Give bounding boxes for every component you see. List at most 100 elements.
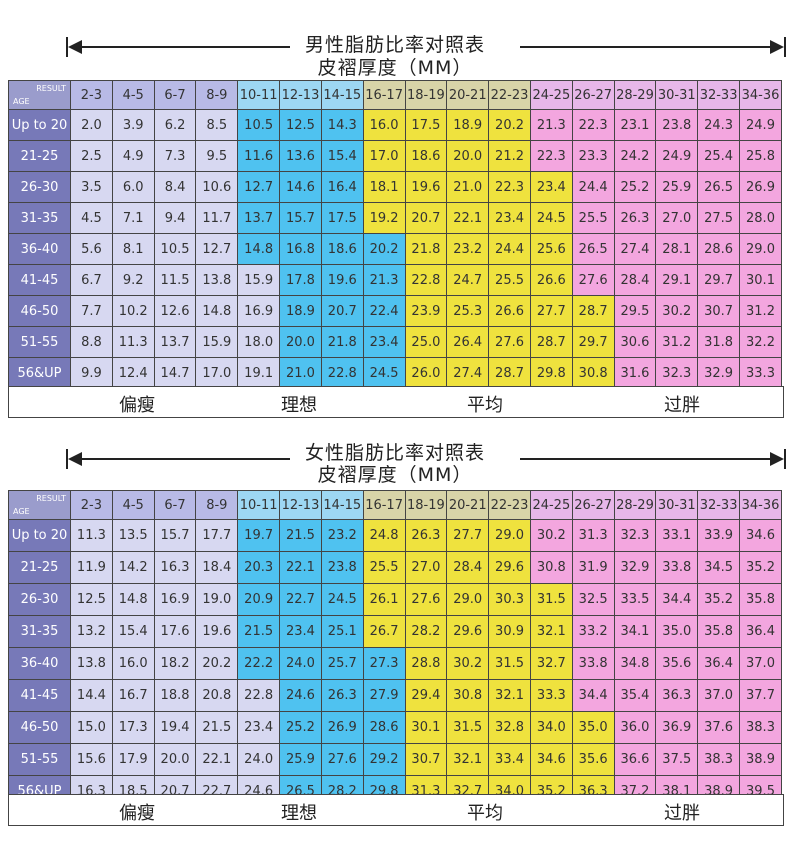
table-cell: 32.1 <box>446 743 490 776</box>
table-cell: 29.0 <box>488 519 531 552</box>
table-cell: 14.2 <box>111 551 155 584</box>
age-label: 56&UP <box>8 357 71 389</box>
table-cell: 26.6 <box>488 295 531 327</box>
corner-result-label: RESULT <box>36 84 66 93</box>
corner-age-label: AGE <box>13 507 30 516</box>
table-cell: 35.6 <box>571 743 615 776</box>
table-cell: 17.0 <box>362 140 406 172</box>
column-header: 12-13 <box>279 490 322 520</box>
table-cell: 28.7 <box>488 357 531 389</box>
table-cell: 38.3 <box>739 711 782 744</box>
table-cell: 20.2 <box>195 647 239 680</box>
table-cell: 34.4 <box>655 583 699 616</box>
table-cell: 36.0 <box>613 711 657 744</box>
table-row: 46-50 15.0 17.3 19.4 21.5 23.4 25.2 26.9 28.6 30.… <box>8 711 782 744</box>
table-cell: 32.1 <box>488 679 531 712</box>
table-cell: 31.5 <box>529 583 573 616</box>
legend-overweight: 过胖 <box>664 395 700 416</box>
table-cell: 22.8 <box>404 264 448 296</box>
table-cell: 13.8 <box>70 647 113 680</box>
corner-age-label: AGE <box>13 97 30 106</box>
age-label: 51-55 <box>8 326 71 358</box>
age-label: 31-35 <box>8 615 71 648</box>
table-cell: 36.9 <box>655 711 699 744</box>
table-row: 51-55 8.8 11.3 13.7 15.9 18.0 20.0 21.8 23.4 25.0… <box>8 326 782 358</box>
female-legend: 偏瘦 理想 平均 过胖 <box>8 794 784 826</box>
table-cell: 30.8 <box>571 357 615 389</box>
column-header: 10-11 <box>237 490 281 520</box>
table-cell: 34.6 <box>529 743 573 776</box>
column-header: 28-29 <box>613 490 657 520</box>
table-cell: 18.9 <box>279 295 322 327</box>
table-cell: 15.7 <box>153 519 197 552</box>
column-header: 8-9 <box>195 80 239 110</box>
table-cell: 34.6 <box>739 519 782 552</box>
table-cell: 3.5 <box>70 171 113 203</box>
table-cell: 20.2 <box>362 233 406 265</box>
column-header: 10-11 <box>237 80 281 110</box>
table-cell: 37.6 <box>697 711 740 744</box>
table-cell: 27.6 <box>404 583 448 616</box>
table-cell: 30.7 <box>404 743 448 776</box>
table-cell: 35.6 <box>655 647 699 680</box>
table-cell: 4.9 <box>111 140 155 172</box>
table-cell: 14.8 <box>111 583 155 616</box>
table-cell: 12.7 <box>237 171 281 203</box>
table-cell: 25.7 <box>320 647 364 680</box>
age-label: 51-55 <box>8 743 71 776</box>
column-header: 28-29 <box>613 80 657 110</box>
table-cell: 24.4 <box>488 233 531 265</box>
table-row: 41-45 14.4 16.7 18.8 20.8 22.8 24.6 26.3 27.9 29.… <box>8 679 782 712</box>
table-cell: 33.5 <box>613 583 657 616</box>
table-cell: 22.8 <box>320 357 364 389</box>
table-cell: 29.6 <box>446 615 490 648</box>
table-cell: 11.3 <box>70 519 113 552</box>
table-cell: 9.4 <box>153 202 197 234</box>
table-row: 21-25 11.9 14.2 16.3 18.4 20.3 22.1 23.8 25.5 27.… <box>8 551 782 584</box>
table-cell: 30.1 <box>739 264 782 296</box>
female-title: 女性脂肪比率对照表 <box>304 442 485 464</box>
column-header: 2-3 <box>70 490 113 520</box>
table-cell: 23.1 <box>613 109 657 141</box>
table-cell: 35.8 <box>697 615 740 648</box>
table-cell: 25.2 <box>613 171 657 203</box>
table-cell: 7.3 <box>153 140 197 172</box>
table-cell: 30.3 <box>488 583 531 616</box>
table-row: 26-30 3.5 6.0 8.4 10.6 12.7 14.6 16.4 18.1 19.6 21… <box>8 171 782 203</box>
table-cell: 30.2 <box>529 519 573 552</box>
table-cell: 19.4 <box>153 711 197 744</box>
table-cell: 32.7 <box>529 647 573 680</box>
table-cell: 12.7 <box>195 233 239 265</box>
table-cell: 27.4 <box>613 233 657 265</box>
table-cell: 20.3 <box>237 551 281 584</box>
table-cell: 38.9 <box>739 743 782 776</box>
column-header: 6-7 <box>153 490 197 520</box>
table-cell: 22.1 <box>446 202 490 234</box>
table-row: 31-35 4.5 7.1 9.4 11.7 13.7 15.7 17.5 19.2 20.7 22… <box>8 202 782 234</box>
table-cell: 33.3 <box>739 357 782 389</box>
table-cell: 33.8 <box>655 551 699 584</box>
column-header: 34-36 <box>739 80 782 110</box>
table-cell: 24.5 <box>320 583 364 616</box>
table-cell: 28.4 <box>613 264 657 296</box>
table-cell: 32.9 <box>613 551 657 584</box>
age-label: Up to 20 <box>8 109 71 141</box>
table-cell: 14.7 <box>153 357 197 389</box>
legend-ideal: 理想 <box>281 395 317 416</box>
table-cell: 37.7 <box>739 679 782 712</box>
table-cell: 23.4 <box>362 326 406 358</box>
table-cell: 32.9 <box>697 357 740 389</box>
table-cell: 21.5 <box>279 519 322 552</box>
table-cell: 15.0 <box>70 711 113 744</box>
table-cell: 27.6 <box>320 743 364 776</box>
table-cell: 34.8 <box>613 647 657 680</box>
table-cell: 24.6 <box>279 679 322 712</box>
table-cell: 33.2 <box>571 615 615 648</box>
table-cell: 21.3 <box>362 264 406 296</box>
table-cell: 29.6 <box>488 551 531 584</box>
table-cell: 22.1 <box>195 743 239 776</box>
table-cell: 7.7 <box>70 295 113 327</box>
table-cell: 18.4 <box>195 551 239 584</box>
table-cell: 12.5 <box>279 109 322 141</box>
table-cell: 26.3 <box>613 202 657 234</box>
